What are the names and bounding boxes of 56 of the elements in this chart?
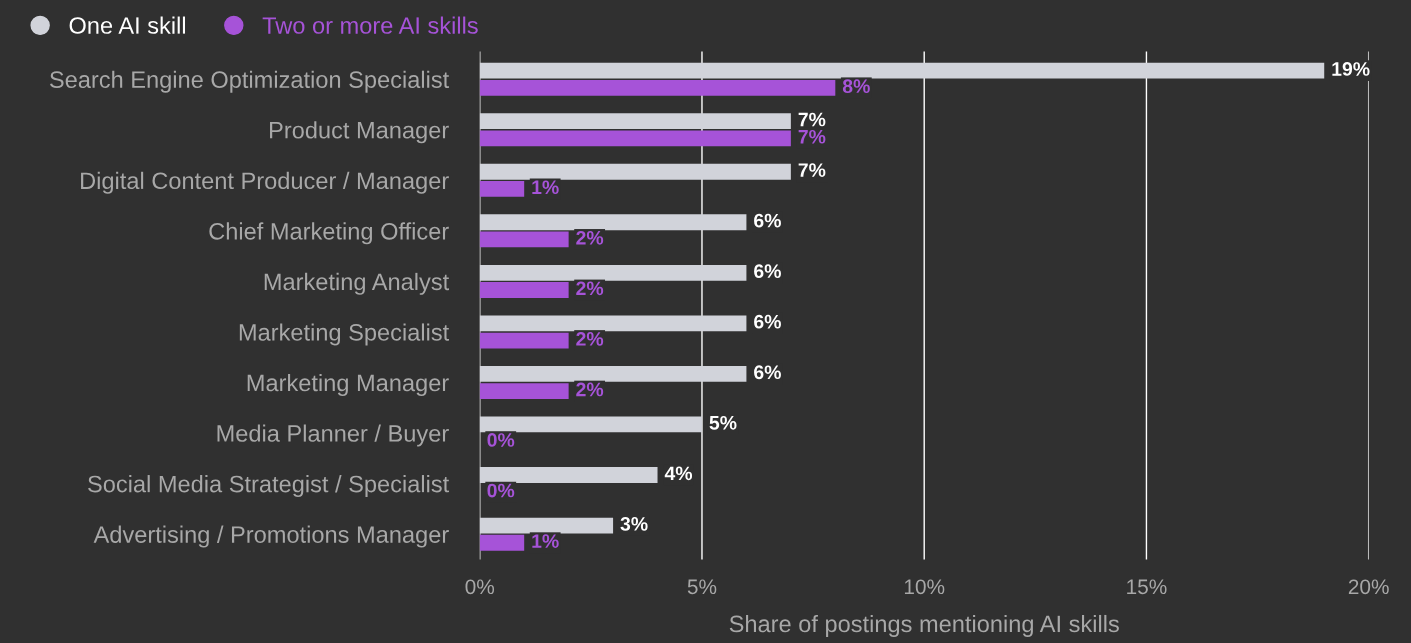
bar: [479, 163, 791, 180]
bar: [479, 332, 569, 349]
data-label: 2%: [576, 230, 604, 245]
y-tick-label: Marketing Analyst: [264, 272, 450, 295]
bar: [479, 282, 569, 298]
data-label: 4%: [664, 466, 693, 481]
y-tick-label: Product Manager: [270, 121, 449, 144]
bar: [479, 534, 525, 551]
bar: [479, 366, 747, 382]
data-label: 2%: [576, 332, 604, 346]
data-label: 7%: [798, 163, 826, 177]
bar: [479, 383, 569, 399]
data-label: 6%: [754, 314, 781, 329]
bar: [479, 130, 791, 147]
bar: [479, 113, 791, 130]
y-tick-label: Search Engine Optimization Specialist: [49, 70, 450, 93]
bar: [479, 181, 525, 197]
legend-label: Two or more AI skills: [262, 16, 478, 34]
data-label: 19%: [1332, 62, 1370, 76]
data-label: 6%: [754, 365, 781, 380]
bar: [479, 62, 1325, 79]
data-label: 6%: [754, 213, 781, 228]
data-label: 3%: [620, 517, 648, 531]
data-label: 0%: [487, 483, 515, 498]
data-label: 6%: [754, 264, 781, 279]
data-label: 1%: [532, 180, 559, 195]
bar: [479, 416, 702, 433]
y-tick-label: Advertising / Promotions Manager: [93, 525, 449, 548]
y-tick-label: Chief Marketing Officer: [209, 222, 449, 245]
legend-label: One AI skill: [69, 16, 185, 34]
x-tick-label: 20%: [1348, 579, 1389, 595]
bar: [479, 517, 614, 534]
data-label: 0%: [487, 433, 515, 447]
bar: [479, 214, 747, 231]
x-tick-label: 10%: [904, 579, 945, 595]
y-tick-label: Marketing Specialist: [239, 323, 450, 346]
data-label: 7%: [798, 112, 826, 127]
bar: [479, 467, 658, 483]
x-tick-label: 15%: [1127, 579, 1167, 595]
y-tick-label: Social Media Strategist / Specialist: [88, 475, 450, 498]
x-tick-label: 0%: [465, 579, 495, 595]
y-tick-label: Digital Content Producer / Manager: [81, 171, 449, 194]
data-label: 1%: [532, 534, 559, 548]
y-tick-label: Media Planner / Buyer: [217, 424, 449, 447]
x-axis-title: Share of postings mentioning AI skills: [729, 614, 1119, 637]
bar: [479, 315, 747, 332]
bar: [479, 264, 747, 281]
y-tick-label: Marketing Manager: [247, 373, 449, 396]
data-label: 5%: [709, 415, 737, 430]
data-label: 2%: [576, 382, 604, 397]
bar: [479, 79, 836, 96]
data-label: 8%: [842, 79, 870, 94]
data-label: 2%: [576, 281, 604, 296]
data-label: 7%: [798, 129, 826, 144]
x-tick-label: 5%: [687, 579, 717, 595]
bar: [479, 231, 569, 248]
